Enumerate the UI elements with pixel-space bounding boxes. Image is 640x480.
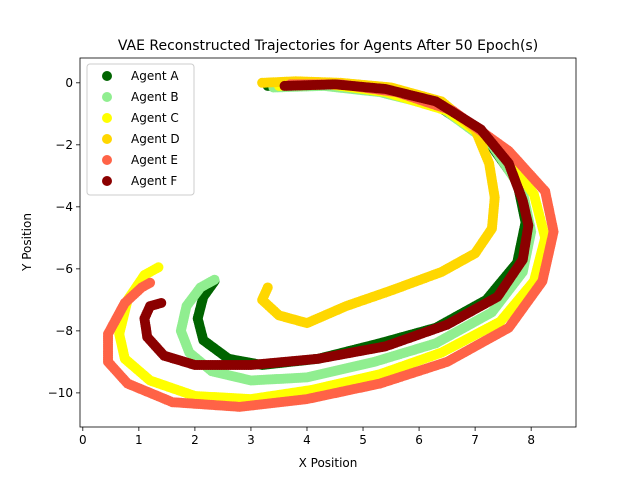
series-layer [103, 76, 559, 412]
plot-area [79, 57, 577, 428]
x-axis-title: X Position [299, 456, 358, 470]
legend-label: Agent C [131, 111, 179, 125]
x-axis-ticks: 0 1 2 3 4 5 6 7 8 [79, 427, 535, 447]
legend-label: Agent D [131, 132, 180, 146]
x-tick-label: 6 [415, 433, 423, 447]
legend: Agent A Agent B Agent C Agent D Agent E Agent… [86, 63, 195, 196]
y-axis-title: Y Position [20, 213, 34, 272]
y-tick-label: −6 [55, 262, 73, 276]
legend-marker [102, 134, 112, 144]
y-tick-label: −2 [55, 138, 73, 152]
x-tick-label: 1 [135, 433, 143, 447]
legend-marker [102, 113, 112, 123]
y-tick-label: −4 [55, 200, 73, 214]
x-tick-label: 0 [79, 433, 87, 447]
x-tick-label: 3 [247, 433, 255, 447]
series-agent-f [139, 79, 534, 370]
legend-marker [102, 92, 112, 102]
x-tick-label: 8 [527, 433, 535, 447]
trajectory-point [209, 274, 220, 285]
y-axis-ticks: 0 −2 −4 −6 −8 −10 [48, 76, 80, 400]
legend-label: Agent A [131, 69, 179, 83]
legend-label: Agent F [131, 174, 177, 188]
chart-title: VAE Reconstructed Trajectories for Agent… [118, 38, 538, 54]
legend-box [86, 63, 195, 196]
trajectory-point [153, 262, 164, 273]
x-tick-label: 7 [471, 433, 479, 447]
y-tick-label: −10 [48, 386, 73, 400]
legend-label: Agent B [131, 90, 179, 104]
trajectory-point [145, 277, 156, 288]
x-tick-label: 5 [359, 433, 367, 447]
trajectory-point [156, 297, 167, 308]
plot-border [79, 57, 577, 428]
y-tick-label: 0 [65, 76, 73, 90]
trajectory-point [262, 282, 273, 293]
legend-label: Agent E [131, 153, 178, 167]
x-tick-label: 2 [191, 433, 199, 447]
x-tick-label: 4 [303, 433, 311, 447]
legend-marker [102, 71, 112, 81]
legend-items: Agent A Agent B Agent C Agent D Agent E Agent… [102, 69, 180, 188]
y-tick-label: −8 [55, 324, 73, 338]
legend-marker [102, 176, 112, 186]
legend-marker [102, 155, 112, 165]
